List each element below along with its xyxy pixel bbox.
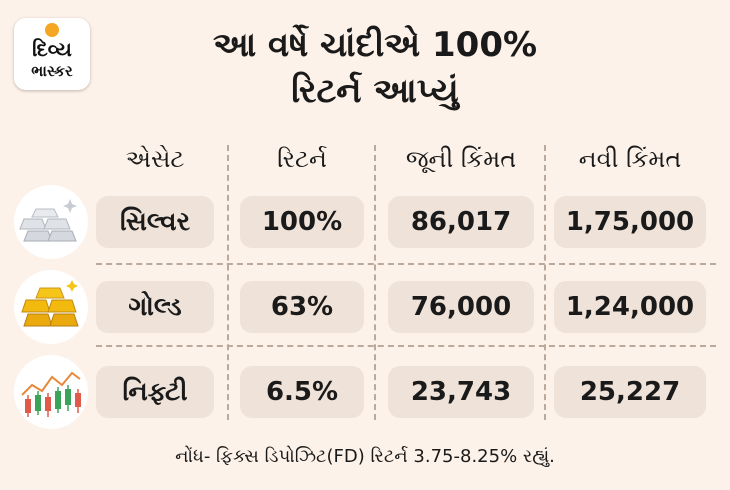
asset-cell: ગોલ્ડ [96,281,214,333]
row-divider [96,263,716,265]
asset-cell: સિલ્વર [96,196,214,248]
return-cell: 6.5% [240,366,364,418]
footnote: નોંધ- ફિક્સ ડિપોઝિટ(FD) રિટર્ન 3.75-8.25… [175,446,555,467]
return-value: 100% [261,207,343,237]
column-divider [227,145,229,420]
new-price-value: 25,227 [579,377,681,407]
asset-cell: નિફ્ટી [96,366,214,418]
header-old-price: જૂની કિંમત [405,145,517,173]
old-price-cell: 86,017 [388,196,534,248]
return-cell: 63% [240,281,364,333]
old-price-value: 76,000 [410,292,512,322]
new-price-cell: 1,24,000 [554,281,706,333]
title-line-1: આ વર્ષે ચાંદીએ 100% [212,25,538,65]
row-divider [96,345,716,347]
column-divider [544,145,546,420]
silver-bars-icon [14,185,88,259]
new-price-value: 1,75,000 [565,207,695,237]
divya-bhaskar-logo: દિવ્ય ભાસ્કર [14,18,90,90]
candlestick-chart-icon [14,355,88,429]
header-new-price: નવી કિંમત [578,145,682,173]
logo-line-1: દિવ્ય [32,37,72,61]
return-cell: 100% [240,196,364,248]
header-asset: એસેટ [125,145,185,173]
old-price-value: 23,743 [410,377,512,407]
new-price-cell: 25,227 [554,366,706,418]
old-price-cell: 23,743 [388,366,534,418]
gold-bars-icon [14,270,88,344]
old-price-value: 86,017 [410,207,512,237]
page-title: આ વર્ષે ચાંદીએ 100% રિટર્ન આપ્યું [100,22,650,114]
column-divider [374,145,376,420]
header-return: રિટર્ન [277,145,327,173]
asset-name: સિલ્વર [119,206,191,237]
sun-icon [45,23,59,37]
return-value: 63% [270,292,334,322]
old-price-cell: 76,000 [388,281,534,333]
asset-name: ગોલ્ડ [128,291,182,322]
title-line-2: રિટર્ન આપ્યું [291,71,459,111]
new-price-cell: 1,75,000 [554,196,706,248]
new-price-value: 1,24,000 [565,292,695,322]
asset-name: નિફ્ટી [122,376,188,407]
logo-line-2: ભાસ્કર [31,62,73,80]
return-value: 6.5% [265,377,339,407]
